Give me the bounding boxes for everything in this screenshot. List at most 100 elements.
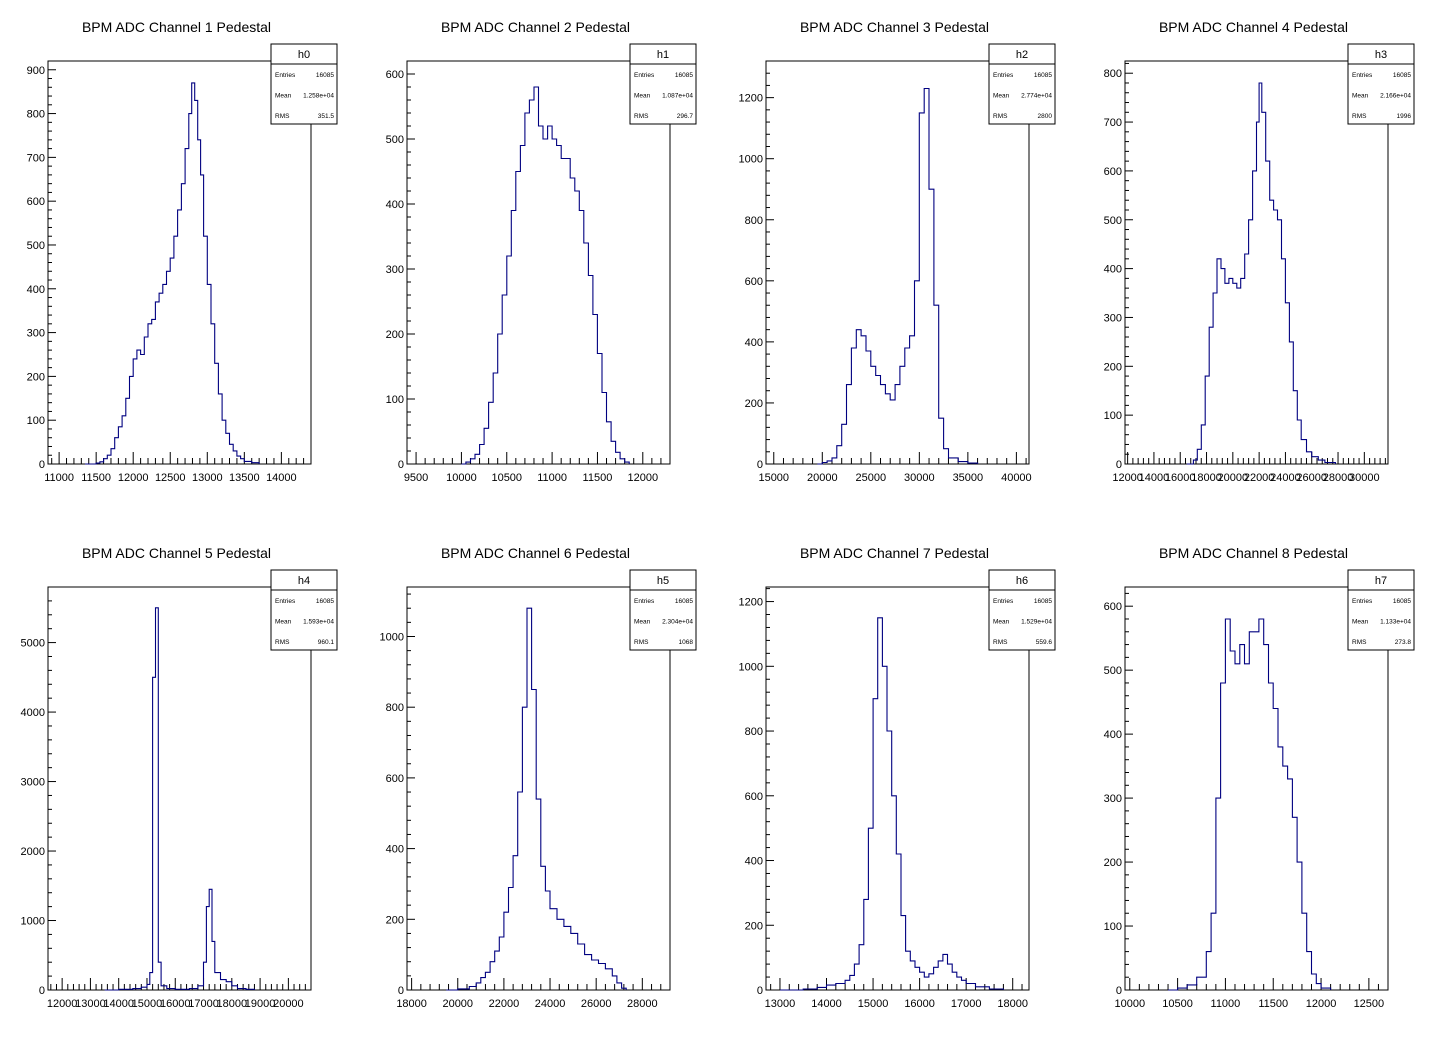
panel-title: BPM ADC Channel 6 Pedestal bbox=[441, 545, 630, 561]
x-tick-label: 9500 bbox=[404, 472, 428, 484]
y-tick-label: 300 bbox=[1104, 793, 1122, 805]
stats-label: Mean bbox=[634, 619, 651, 626]
x-tick-label: 14000 bbox=[266, 472, 297, 484]
x-tick-label: 19000 bbox=[245, 998, 276, 1010]
stats-value: 559.6 bbox=[1036, 639, 1053, 646]
stats-value: 1.258e+04 bbox=[303, 93, 334, 100]
stats-value: 1.529e+04 bbox=[1021, 619, 1052, 626]
stats-value: 16085 bbox=[675, 598, 693, 605]
x-tick-label: 12000 bbox=[118, 472, 149, 484]
y-tick-label: 600 bbox=[386, 69, 404, 81]
stats-value: 16085 bbox=[316, 598, 334, 605]
x-tick-label: 10500 bbox=[491, 472, 522, 484]
plot-frame bbox=[406, 60, 671, 465]
y-tick-label: 0 bbox=[39, 459, 45, 471]
y-tick-label: 400 bbox=[386, 844, 404, 856]
histogram-panel-4: BPM ADC Channel 4 Pedestal 12000140001600… bbox=[1104, 19, 1415, 484]
x-tick-label: 11000 bbox=[537, 472, 567, 484]
plot-frame bbox=[406, 586, 671, 991]
y-tick-label: 0 bbox=[757, 985, 763, 997]
y-tick-label: 500 bbox=[1104, 215, 1122, 227]
stats-label: Mean bbox=[634, 93, 651, 100]
stats-value: 960.1 bbox=[318, 639, 335, 646]
stats-label: RMS bbox=[993, 113, 1008, 120]
y-tick-label: 400 bbox=[745, 337, 763, 349]
histogram-panel-6: BPM ADC Channel 6 Pedestal 18000 20000 2200… bbox=[380, 545, 697, 1010]
y-tick-label: 1200 bbox=[739, 597, 763, 609]
stats-name: h4 bbox=[298, 575, 310, 587]
y-tick-label: 0 bbox=[39, 985, 45, 997]
x-tick-label: 26000 bbox=[1296, 472, 1327, 484]
y-tick-label: 900 bbox=[27, 65, 45, 77]
stats-box-frame bbox=[988, 569, 1056, 651]
panel-title: BPM ADC Channel 3 Pedestal bbox=[800, 19, 989, 35]
y-tick-label: 200 bbox=[745, 920, 763, 932]
stats-box: h4 Entries 16085 Mean 1.593e+04 RMS 960.1 bbox=[270, 569, 338, 651]
x-tick-label: 12500 bbox=[155, 472, 186, 484]
plot-frame bbox=[765, 60, 1030, 465]
y-tick-label: 800 bbox=[386, 702, 404, 714]
stats-box-frame bbox=[629, 569, 697, 651]
x-tick-label: 15000 bbox=[132, 998, 163, 1010]
y-tick-label: 700 bbox=[1104, 117, 1122, 129]
y-tick-label: 2000 bbox=[21, 846, 45, 858]
stats-value: 2.166e+04 bbox=[1380, 93, 1411, 100]
stats-name: h1 bbox=[657, 49, 669, 61]
x-tick-label: 26000 bbox=[581, 998, 612, 1010]
y-tick-label: 1200 bbox=[739, 93, 763, 105]
y-tick-label: 1000 bbox=[739, 661, 763, 673]
y-tick-label: 500 bbox=[386, 134, 404, 146]
stats-box: h0 Entries 16085 Mean 1.258e+04 RMS 351.5 bbox=[270, 43, 338, 125]
stats-box: h6 Entries 16085 Mean 1.529e+04 RMS 559.6 bbox=[988, 569, 1056, 651]
y-tick-label: 600 bbox=[1104, 166, 1122, 178]
stats-label: RMS bbox=[993, 639, 1008, 646]
x-tick-label: 11500 bbox=[81, 472, 111, 484]
x-tick-label: 13000 bbox=[765, 998, 796, 1010]
y-tick-label: 0 bbox=[1116, 459, 1122, 471]
y-tick-label: 700 bbox=[27, 152, 45, 164]
y-tick-label: 300 bbox=[27, 328, 45, 340]
stats-box-frame bbox=[629, 43, 697, 125]
y-tick-label: 800 bbox=[745, 215, 763, 227]
x-tick-label: 25000 bbox=[856, 472, 887, 484]
y-tick-label: 200 bbox=[1104, 857, 1122, 869]
panel-title: BPM ADC Channel 4 Pedestal bbox=[1159, 19, 1348, 35]
y-tick-label: 0 bbox=[1116, 985, 1122, 997]
y-tick-label: 1000 bbox=[380, 631, 404, 643]
y-tick-label: 500 bbox=[27, 240, 45, 252]
stats-label: Entries bbox=[275, 72, 296, 79]
x-tick-label: 12000 bbox=[47, 998, 78, 1010]
x-tick-label: 28000 bbox=[627, 998, 658, 1010]
y-tick-label: 600 bbox=[1104, 601, 1122, 613]
x-tick-label: 18000 bbox=[1191, 472, 1222, 484]
x-tick-label: 16000 bbox=[904, 998, 935, 1010]
stats-label: Mean bbox=[993, 619, 1010, 626]
stats-value: 1.133e+04 bbox=[1380, 619, 1411, 626]
stats-name: h0 bbox=[298, 49, 310, 61]
y-tick-label: 100 bbox=[1104, 410, 1122, 422]
stats-box: h1 Entries 16085 Mean 1.087e+04 RMS 296.7 bbox=[629, 43, 697, 125]
y-tick-label: 100 bbox=[1104, 921, 1122, 933]
stats-label: RMS bbox=[634, 639, 649, 646]
y-tick-label: 3000 bbox=[21, 777, 45, 789]
x-tick-label: 17000 bbox=[951, 998, 982, 1010]
x-tick-label: 30000 bbox=[904, 472, 935, 484]
panel-title: BPM ADC Channel 1 Pedestal bbox=[82, 19, 271, 35]
histogram-panel-7: BPM ADC Channel 7 Pedestal 13000 14000 1500… bbox=[739, 545, 1056, 1010]
stats-label: Entries bbox=[1352, 598, 1373, 605]
histogram-panel-1: BPM ADC Channel 1 Pedestal 11000 11500 1200… bbox=[27, 19, 338, 484]
stats-name: h5 bbox=[657, 575, 669, 587]
stats-value: 273.8 bbox=[1395, 639, 1412, 646]
stats-name: h7 bbox=[1375, 575, 1387, 587]
stats-value: 1996 bbox=[1397, 113, 1412, 120]
stats-name: h3 bbox=[1375, 49, 1387, 61]
histogram-line bbox=[1168, 618, 1332, 991]
stats-box-frame bbox=[1347, 569, 1415, 651]
y-tick-label: 600 bbox=[27, 196, 45, 208]
stats-value: 16085 bbox=[1393, 72, 1411, 79]
plot-frame bbox=[1124, 60, 1389, 465]
histogram-line bbox=[104, 607, 255, 991]
y-tick-label: 100 bbox=[386, 394, 404, 406]
x-tick-label: 28000 bbox=[1323, 472, 1354, 484]
